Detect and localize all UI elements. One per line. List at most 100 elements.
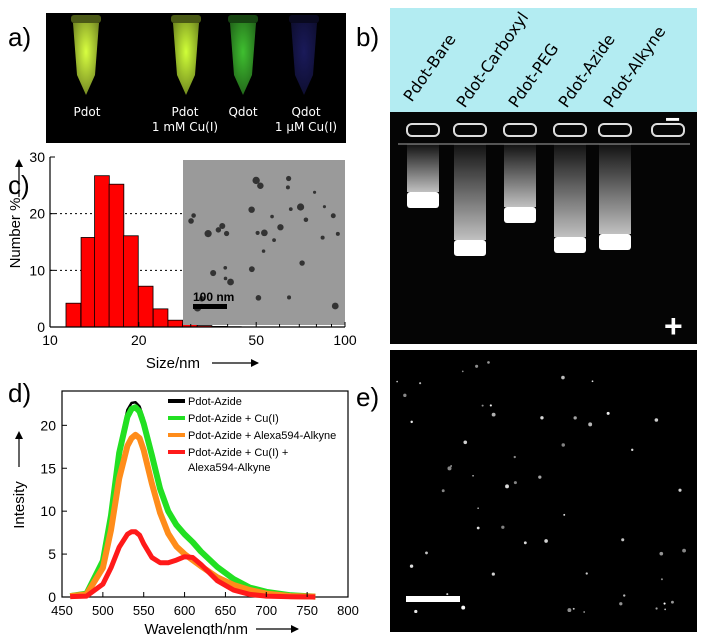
- particle-spot: [463, 440, 467, 444]
- tem-particle: [257, 183, 263, 189]
- particle-spot: [682, 549, 686, 553]
- y-axis-label: Intesity: [11, 481, 28, 529]
- tem-particle: [272, 238, 276, 242]
- particle-spot: [447, 466, 451, 470]
- tube-label-1-line1: Pdot: [52, 105, 122, 120]
- particle-spot: [567, 608, 571, 612]
- gel-band-5: [599, 234, 631, 250]
- tube-2: [173, 23, 199, 95]
- tem-particle: [210, 270, 216, 276]
- scale-bar-e: [406, 596, 460, 602]
- tube-cap-3: [228, 15, 258, 23]
- gel-well-2: [454, 124, 486, 136]
- gel-smear-5: [599, 144, 631, 234]
- particle-spot: [492, 413, 496, 417]
- tem-particle: [277, 224, 283, 230]
- y-axis-label: Number %: [7, 198, 24, 269]
- tem-particle: [336, 232, 340, 236]
- x-tick-label: 10: [42, 332, 58, 348]
- particle-spot: [664, 603, 666, 605]
- particle-spot: [514, 456, 516, 458]
- legend-label-4: Pdot-Azide + Cu(I) +: [188, 447, 288, 459]
- x-axis-arrowhead: [251, 359, 259, 367]
- particle-spot: [410, 421, 412, 423]
- tem-particle: [287, 295, 291, 299]
- particle-spot: [573, 416, 576, 419]
- gel-smear-2: [454, 144, 486, 240]
- tube-label-1: Pdot: [52, 105, 122, 120]
- particle-spot: [631, 449, 633, 451]
- tube-label-4-line2: 1 μM Cu(I): [264, 120, 348, 135]
- tem-particle: [323, 205, 326, 208]
- legend-label-3: Pdot-Azide + Alexa594-Alkyne: [188, 430, 336, 442]
- panel-label-b: b): [356, 22, 379, 53]
- tem-particle: [299, 260, 304, 265]
- x-tick-label: 500: [92, 603, 114, 618]
- particle-spot: [607, 412, 610, 415]
- y-tick-label: 10: [40, 503, 56, 519]
- x-tick-label: 750: [296, 603, 318, 618]
- histogram-bar: [81, 237, 96, 327]
- x-axis-label: Wavelength/nm: [144, 621, 248, 635]
- particle-spot: [588, 422, 592, 426]
- size-histogram: 100 nm010203010 20 50 100Size/nmNumber %: [0, 145, 360, 385]
- particle-spot: [544, 539, 548, 543]
- y-tick-label: 20: [29, 206, 45, 222]
- particle-spot: [573, 608, 575, 610]
- y-tick-label: 10: [29, 262, 45, 278]
- tem-particle: [332, 303, 339, 310]
- gel-smear-3: [504, 144, 536, 207]
- y-tick-label: 20: [40, 417, 56, 433]
- particle-spot: [524, 541, 527, 544]
- tem-particle: [227, 279, 234, 286]
- scale-bar-label: 100 nm: [193, 290, 234, 304]
- tem-particle: [205, 230, 212, 237]
- particle-spot: [664, 609, 666, 611]
- particle-spot: [450, 465, 452, 467]
- tem-particle: [256, 231, 260, 235]
- tube-label-4: Qdot 1 μM Cu(I): [264, 105, 348, 135]
- tube-cap-1: [71, 15, 101, 23]
- tem-particle: [256, 295, 262, 301]
- tem-particle: [262, 249, 266, 253]
- particle-spot: [619, 602, 622, 605]
- gel-well-3: [504, 124, 536, 136]
- gel-plus-sign: +: [664, 308, 683, 345]
- tem-particle: [331, 213, 336, 218]
- particle-spot: [410, 564, 413, 567]
- particle-spot: [419, 382, 421, 384]
- particle-spot: [425, 552, 428, 555]
- x-tick-label: 650: [215, 603, 237, 618]
- tem-particle: [297, 203, 304, 210]
- particle-spot: [659, 552, 663, 556]
- tem-particle: [224, 277, 228, 281]
- particle-spot: [461, 606, 465, 610]
- particle-spot: [538, 476, 541, 479]
- x-tick-label: 700: [255, 603, 277, 618]
- gel-smear-4: [554, 144, 586, 237]
- particle-spot: [562, 443, 565, 446]
- tem-particle: [223, 266, 227, 270]
- histogram-bar: [138, 286, 153, 327]
- tube-photo: Pdot Pdot 1 mM Cu(I) Qdot Qdot 1 μM Cu(I…: [46, 13, 346, 143]
- particle-spot: [477, 527, 480, 530]
- x-tick-label: 450: [51, 603, 73, 618]
- gel-minus-sign: −: [665, 104, 680, 135]
- particle-spot: [482, 405, 484, 407]
- particle-spot: [462, 371, 464, 373]
- gel-well-1: [407, 124, 439, 136]
- particle-spot: [414, 610, 417, 613]
- particle-spot: [655, 607, 657, 609]
- x-tick-label: 800: [337, 603, 359, 618]
- x-tick-label: 550: [133, 603, 155, 618]
- panel-label-e: e): [356, 382, 379, 413]
- scale-bar: [193, 304, 227, 309]
- tem-particle: [224, 231, 229, 236]
- x-tick-label: 100: [333, 332, 357, 348]
- x-axis-label: Size/nm: [146, 355, 200, 372]
- tem-particle: [289, 207, 293, 211]
- x-axis-arrowhead: [291, 625, 299, 633]
- legend-label-4: Alexa594-Alkyne: [188, 462, 271, 474]
- gel-band-2: [454, 240, 486, 256]
- tube-label-4-line1: Qdot: [264, 105, 348, 120]
